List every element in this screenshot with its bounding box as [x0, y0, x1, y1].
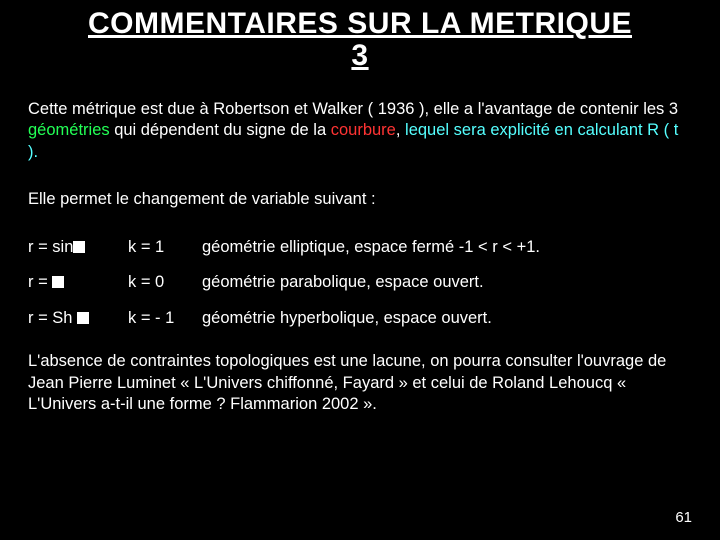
geometry-table: r = sin k = 1 géométrie elliptique, espa… [28, 237, 692, 329]
table-row: r = Sh k = - 1 géométrie hyperbolique, e… [28, 308, 692, 329]
r-text: r = sin [28, 238, 73, 256]
title-line-2: 3 [351, 39, 368, 72]
p1-green: géométries [28, 121, 110, 139]
chi-glyph-icon [52, 276, 64, 288]
p1-prefix: Cette métrique est due à Robertson et Wa… [28, 100, 678, 118]
cell-r: r = sin [28, 237, 128, 258]
table-row: r = sin k = 1 géométrie elliptique, espa… [28, 237, 692, 258]
cell-k: k = 1 [128, 237, 202, 258]
paragraph-2: Elle permet le changement de variable su… [28, 189, 692, 210]
title-line-1: COMMENTAIRES SUR LA METRIQUE [88, 7, 632, 40]
cell-k: k = 0 [128, 272, 202, 293]
cell-desc: géométrie hyperbolique, espace ouvert. [202, 308, 492, 329]
cell-k: k = - 1 [128, 308, 202, 329]
table-row: r = k = 0 géométrie parabolique, espace … [28, 272, 692, 293]
cell-r: r = Sh [28, 308, 128, 329]
cell-r: r = [28, 272, 128, 293]
chi-glyph-icon [77, 312, 89, 324]
paragraph-1: Cette métrique est due à Robertson et Wa… [28, 99, 692, 163]
r-text: r = [28, 273, 52, 291]
chi-glyph-icon [73, 241, 85, 253]
slide-root: COMMENTAIRES SUR LA METRIQUE 3 Cette mét… [0, 0, 720, 540]
p1-suffix-before-cyan: , [396, 121, 405, 139]
r-text: r = Sh [28, 309, 77, 327]
slide-title: COMMENTAIRES SUR LA METRIQUE 3 [28, 8, 692, 71]
paragraph-3: L'absence de contraintes topologiques es… [28, 351, 692, 415]
cell-desc: géométrie parabolique, espace ouvert. [202, 272, 484, 293]
page-number: 61 [675, 509, 692, 526]
cell-desc: géométrie elliptique, espace fermé -1 < … [202, 237, 540, 258]
p1-red: courbure [331, 121, 396, 139]
p1-mid: qui dépendent du signe de la [110, 121, 331, 139]
